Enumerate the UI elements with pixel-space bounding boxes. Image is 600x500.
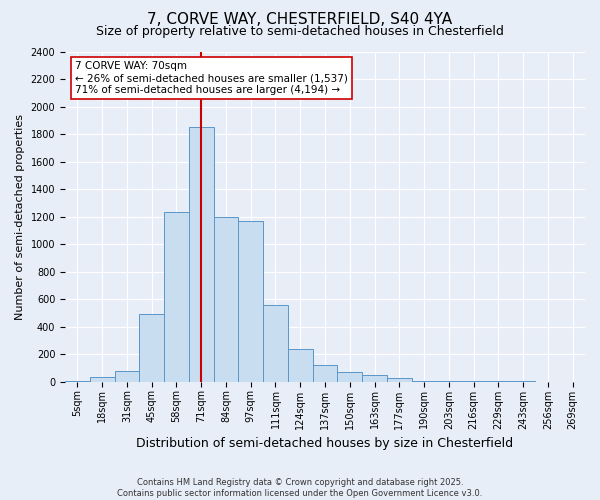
Text: 7 CORVE WAY: 70sqm
← 26% of semi-detached houses are smaller (1,537)
71% of semi: 7 CORVE WAY: 70sqm ← 26% of semi-detache… (76, 62, 349, 94)
Bar (189, 127, 214, 382)
Bar (90, 377, 115, 382)
Bar (164, 212, 189, 382)
Bar (337, 372, 362, 382)
Bar (65, 381, 90, 382)
Text: Contains HM Land Registry data © Crown copyright and database right 2025.
Contai: Contains HM Land Registry data © Crown c… (118, 478, 482, 498)
X-axis label: Distribution of semi-detached houses by size in Chesterfield: Distribution of semi-detached houses by … (136, 437, 514, 450)
Bar (214, 216, 238, 382)
Bar (461, 381, 486, 382)
Bar (412, 380, 436, 382)
Y-axis label: Number of semi-detached properties: Number of semi-detached properties (15, 114, 25, 320)
Text: Size of property relative to semi-detached houses in Chesterfield: Size of property relative to semi-detach… (96, 25, 504, 38)
Bar (288, 348, 313, 382)
Bar (115, 370, 139, 382)
Bar (362, 376, 387, 382)
Bar (238, 220, 263, 382)
Bar (263, 304, 288, 382)
Bar (313, 365, 337, 382)
Text: 7, CORVE WAY, CHESTERFIELD, S40 4YA: 7, CORVE WAY, CHESTERFIELD, S40 4YA (148, 12, 452, 28)
Bar (436, 381, 461, 382)
Bar (387, 378, 412, 382)
Bar (139, 314, 164, 382)
